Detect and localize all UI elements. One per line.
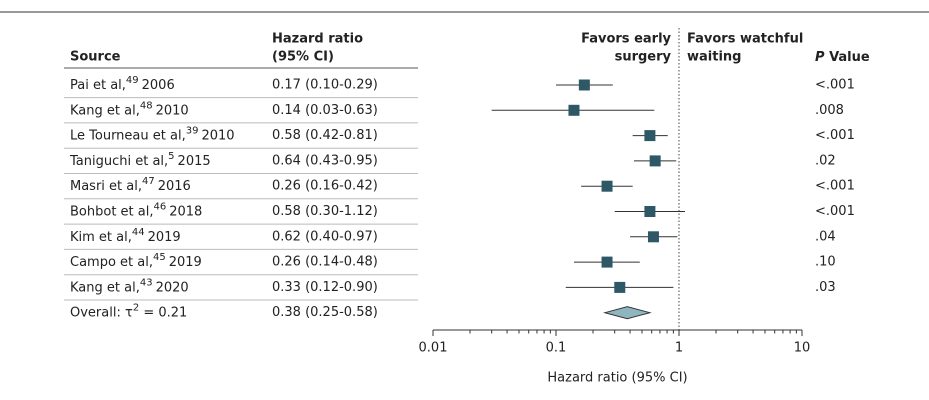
source-ref: 43 — [140, 277, 153, 288]
x-tick-label: 1 — [675, 341, 683, 356]
overall-rest: = 0.21 — [139, 305, 187, 320]
source-year: 2016 — [158, 179, 191, 194]
overall-diamond — [603, 306, 652, 320]
x-tick-label: 10 — [794, 341, 811, 356]
source-ref: 49 — [126, 75, 139, 86]
hr-label: 0.64 (0.43-0.95) — [272, 153, 378, 168]
p-value: <.001 — [815, 179, 855, 194]
header-p-rest: Value — [829, 50, 870, 65]
source-ref: 44 — [132, 227, 145, 238]
source-year: 2015 — [178, 153, 211, 168]
hr-label: 0.58 (0.30-1.12) — [272, 204, 378, 219]
header-favors: Favors early — [581, 32, 671, 47]
source-ref: 46 — [153, 202, 166, 213]
source-label: Masri et al,47 2016 — [70, 176, 191, 194]
p-value: .03 — [815, 280, 836, 295]
header-favors: Favors watchful — [687, 32, 803, 47]
source-ref: 5 — [168, 151, 174, 162]
point-estimate — [647, 231, 659, 243]
p-value: .04 — [815, 229, 836, 244]
point-estimate — [568, 104, 580, 116]
source-label: Kang et al,48 2010 — [70, 100, 189, 118]
source-name: Campo et al, — [70, 255, 153, 270]
source-year: 2006 — [142, 78, 175, 93]
hr-label: 0.26 (0.16-0.42) — [272, 179, 378, 194]
point-estimate — [578, 79, 590, 91]
header-hr: (95% CI) — [272, 50, 334, 65]
source-name: Kang et al, — [70, 280, 140, 295]
source-name: Kang et al, — [70, 103, 140, 118]
p-value: .02 — [815, 153, 836, 168]
p-value: <.001 — [815, 204, 855, 219]
hr-label: 0.33 (0.12-0.90) — [272, 280, 378, 295]
point-estimate — [601, 256, 613, 268]
point-estimate — [649, 155, 661, 167]
hr-label: 0.17 (0.10-0.29) — [272, 78, 378, 93]
source-name: Bohbot et al, — [70, 204, 153, 219]
source-name: Masri et al, — [70, 179, 142, 194]
point-estimate — [644, 206, 656, 217]
x-tick-label: 0.01 — [419, 341, 448, 356]
header-hr: Hazard ratio — [272, 32, 363, 47]
source-label: Taniguchi et al,5 2015 — [69, 151, 211, 169]
source-label: Le Tourneau et al,39 2010 — [70, 126, 235, 144]
hr-label: 0.14 (0.03-0.63) — [272, 103, 378, 118]
x-tick-label: 0.1 — [546, 341, 567, 356]
overall-name: Overall: τ — [70, 305, 133, 320]
source-label: Pai et al,49 2006 — [70, 75, 175, 93]
p-value: .008 — [815, 103, 844, 118]
hr-label: 0.62 (0.40-0.97) — [272, 229, 378, 244]
source-name: Le Tourneau et al, — [70, 128, 186, 143]
header-p-italic: P — [815, 50, 825, 65]
hr-label: 0.38 (0.25-0.58) — [272, 305, 378, 320]
source-year: 2010 — [201, 128, 234, 143]
hr-label: 0.58 (0.42-0.81) — [272, 128, 378, 143]
source-label: Kang et al,43 2020 — [70, 277, 189, 295]
source-year: 2018 — [169, 204, 202, 219]
source-ref: 39 — [186, 126, 199, 137]
point-estimate — [614, 281, 626, 293]
p-value: .10 — [815, 255, 836, 270]
source-year: 2010 — [156, 103, 189, 118]
p-value: <.001 — [815, 128, 855, 143]
x-axis-label: Hazard ratio (95% CI) — [547, 371, 687, 386]
source-year: 2020 — [156, 280, 189, 295]
point-estimate — [644, 130, 656, 142]
point-estimate — [601, 180, 613, 192]
source-ref: 45 — [153, 252, 166, 263]
source-year: 2019 — [148, 229, 181, 244]
hr-label: 0.26 (0.14-0.48) — [272, 255, 378, 270]
source-ref: 48 — [140, 100, 153, 111]
source-label: Bohbot et al,46 2018 — [70, 202, 202, 220]
source-label: Kim et al,44 2019 — [70, 227, 181, 245]
source-label: Campo et al,45 2019 — [70, 252, 202, 270]
source-year: 2019 — [169, 255, 202, 270]
p-value: <.001 — [815, 78, 855, 93]
header-source: Source — [70, 50, 121, 65]
source-name: Taniguchi et al, — [69, 153, 168, 168]
header-p: P Value — [815, 50, 870, 65]
source-name: Kim et al, — [70, 229, 132, 244]
overall-sup: 2 — [133, 303, 139, 314]
header-favors: waiting — [687, 50, 741, 65]
source-ref: 47 — [142, 176, 155, 187]
source-name: Pai et al, — [70, 78, 126, 93]
header-favors: surgery — [615, 50, 672, 65]
overall-label: Overall: τ2 = 0.21 — [70, 303, 187, 321]
